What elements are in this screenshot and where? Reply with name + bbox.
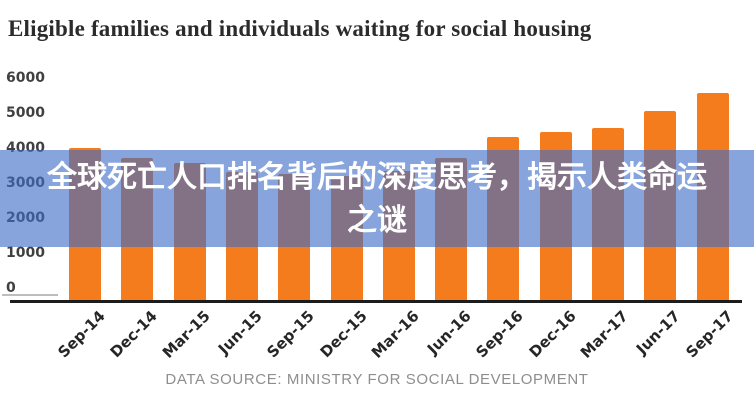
headline-text-line1: 全球死亡人口排名背后的深度思考，揭示人类命运	[47, 159, 707, 195]
y-axis-tick-label: 0	[6, 280, 16, 296]
x-axis-tick-label: Mar-17	[576, 307, 632, 362]
x-axis-tick-label: Sep-16	[472, 307, 528, 362]
headline-overlay-banner: 全球死亡人口排名背后的深度思考，揭示人类命运 之谜	[0, 150, 754, 247]
x-axis-tick-label: Dec-16	[525, 307, 580, 362]
y-axis-tick-label: 6000	[6, 70, 45, 86]
x-axis-tick-label: Jun-17	[633, 307, 685, 358]
x-axis-tick-label: Dec-14	[106, 307, 162, 362]
x-axis-tick-label: Jun-15	[214, 307, 266, 358]
y-axis-tick-label: 1000	[6, 245, 45, 261]
x-axis-tick-label: Mar-15	[158, 307, 214, 362]
y-axis-tick-label: 5000	[6, 105, 45, 121]
x-axis-tick-label: Sep-17	[681, 307, 737, 362]
headline-text-line2: 之谜	[347, 202, 407, 238]
x-axis-tick-label: Mar-16	[367, 307, 423, 362]
zero-tick-underline	[2, 294, 58, 296]
x-axis-tick-label: Sep-14	[54, 307, 109, 362]
chart-title: Eligible families and individuals waitin…	[8, 16, 592, 41]
data-source-caption: DATA SOURCE: MINISTRY FOR SOCIAL DEVELOP…	[165, 371, 589, 388]
x-axis-tick-label: Jun-16	[423, 307, 475, 358]
x-axis-tick-label: Dec-15	[316, 307, 371, 362]
x-axis-tick-label: Sep-15	[263, 307, 318, 362]
x-axis-line	[10, 300, 742, 303]
